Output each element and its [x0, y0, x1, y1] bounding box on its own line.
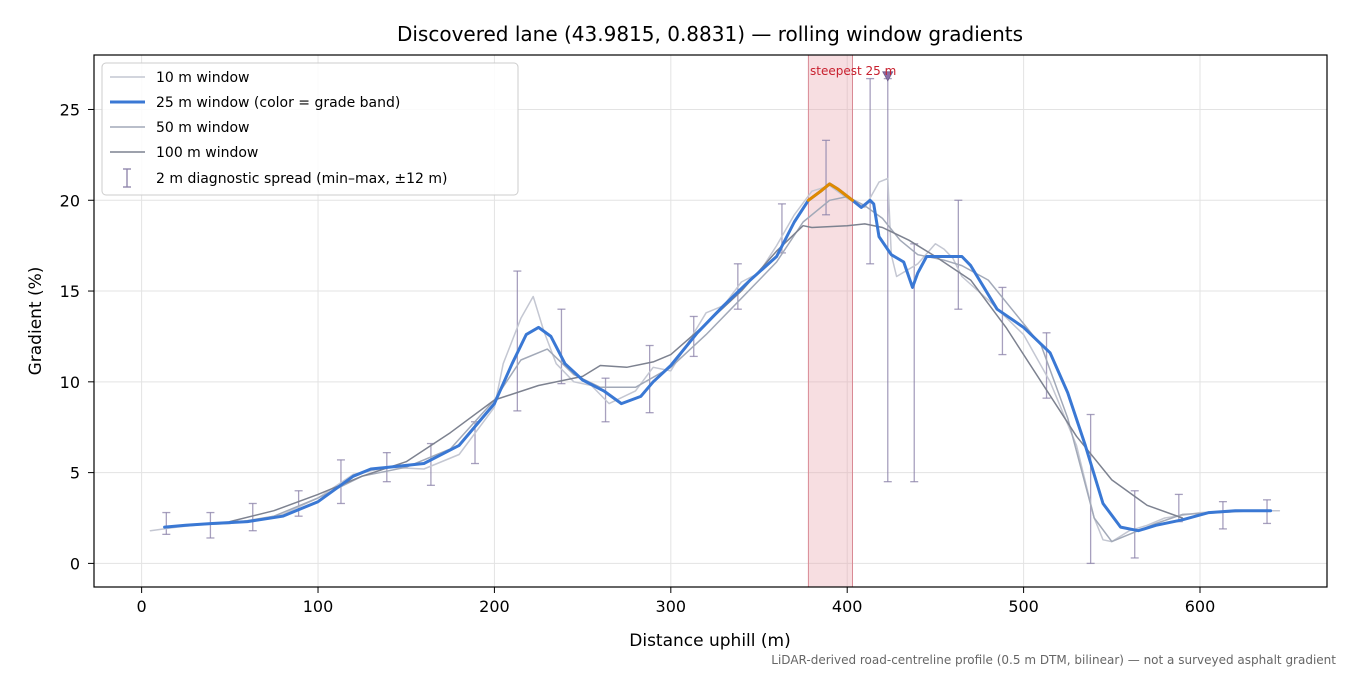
y-tick-label: 0	[70, 554, 80, 573]
legend-label-100m: 100 m window	[156, 145, 258, 161]
legend-label-50m: 50 m window	[156, 120, 249, 136]
legend-label-errorbar: 2 m diagnostic spread (min–max, ±12 m)	[156, 171, 447, 187]
legend-label-25m: 25 m window (color = grade band)	[156, 95, 400, 111]
steepest-marker	[882, 71, 894, 82]
grid	[94, 55, 1327, 587]
error-bar	[1042, 332, 1051, 399]
error-bar	[513, 270, 522, 412]
x-tick-label: 100	[303, 597, 334, 616]
series-100m-line	[229, 223, 1184, 523]
error-bar	[1130, 490, 1139, 559]
steepest-band-rect	[807, 54, 853, 588]
error-bar	[557, 308, 566, 385]
error-bar	[1218, 501, 1227, 530]
error-bar	[883, 77, 892, 483]
series-lines	[149, 177, 1281, 543]
plot-frame	[93, 54, 1328, 588]
x-tick-label: 300	[656, 597, 687, 616]
y-tick-label: 15	[60, 282, 80, 301]
error-bar	[336, 459, 345, 505]
x-tick-label: 0	[137, 597, 147, 616]
x-tick-label: 200	[479, 597, 510, 616]
y-tick-label: 5	[70, 464, 80, 483]
chart-title: Discovered lane (43.9815, 0.8831) — roll…	[397, 22, 1023, 46]
footnote: LiDAR-derived road-centreline profile (0…	[771, 653, 1336, 667]
x-tick-label: 400	[832, 597, 863, 616]
y-tick-label: 10	[60, 373, 80, 392]
legend-label-10m: 10 m window	[156, 70, 249, 86]
steepest-band	[807, 54, 853, 588]
series-25m-steep-segment	[806, 182, 854, 202]
y-axis-ticks: 0 5 10 15 20 25	[60, 100, 94, 573]
x-axis-label: Distance uphill (m)	[629, 631, 790, 651]
legend-swatch-errorbar	[123, 168, 131, 188]
error-bar	[294, 490, 303, 517]
error-bar	[206, 511, 215, 539]
steepest-marker-triangle	[882, 71, 894, 82]
error-bars	[162, 77, 1272, 565]
error-bar	[866, 77, 875, 265]
error-bar	[248, 502, 257, 532]
error-bar	[1086, 413, 1095, 565]
series-25m-line	[163, 182, 1273, 533]
series-50m-line	[184, 195, 1254, 543]
series-10m-line	[149, 177, 1281, 543]
legend-box	[101, 62, 519, 196]
error-bar	[162, 511, 171, 535]
y-tick-label: 25	[60, 100, 80, 119]
steepest-label: steepest 25 m	[810, 64, 896, 78]
x-axis-ticks: 0 100 200 300 400 500 600	[137, 587, 1216, 616]
y-axis-label: Gradient (%)	[26, 267, 46, 376]
error-bar	[954, 199, 963, 310]
legend: 10 m window 25 m window (color = grade b…	[101, 62, 519, 196]
y-tick-label: 20	[60, 191, 80, 210]
x-tick-label: 500	[1008, 597, 1039, 616]
x-tick-label: 600	[1185, 597, 1216, 616]
